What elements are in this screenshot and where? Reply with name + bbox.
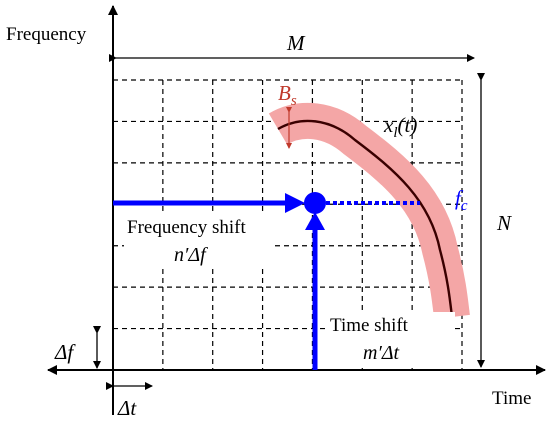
time-step-label: Δt xyxy=(117,396,137,420)
frequency-shift-arrowhead xyxy=(285,193,305,213)
carrier-label: fc xyxy=(455,186,468,214)
shifted-point xyxy=(304,192,326,214)
bandwidth-label: Bs xyxy=(278,81,297,109)
height-dimension-label: N xyxy=(496,211,512,235)
time-shift-arrowhead xyxy=(305,212,325,230)
width-dimension-label: M xyxy=(286,31,306,55)
time-shift-text-bg xyxy=(327,312,455,366)
signal-curve xyxy=(277,119,454,318)
time-shift-value: m′Δt xyxy=(363,342,400,364)
frequency-shift-value: n′Δf xyxy=(174,244,208,266)
frequency-axis-label: Frequency xyxy=(6,24,87,45)
signal-label: xl(t) xyxy=(383,113,417,141)
time-shift-label: Time shift xyxy=(330,315,409,336)
freq-step-label: Δf xyxy=(54,340,76,364)
time-axis-label: Time xyxy=(492,388,531,409)
frequency-shift-label: Frequency shift xyxy=(127,217,246,238)
frequency-shift-text-bg xyxy=(124,213,274,269)
